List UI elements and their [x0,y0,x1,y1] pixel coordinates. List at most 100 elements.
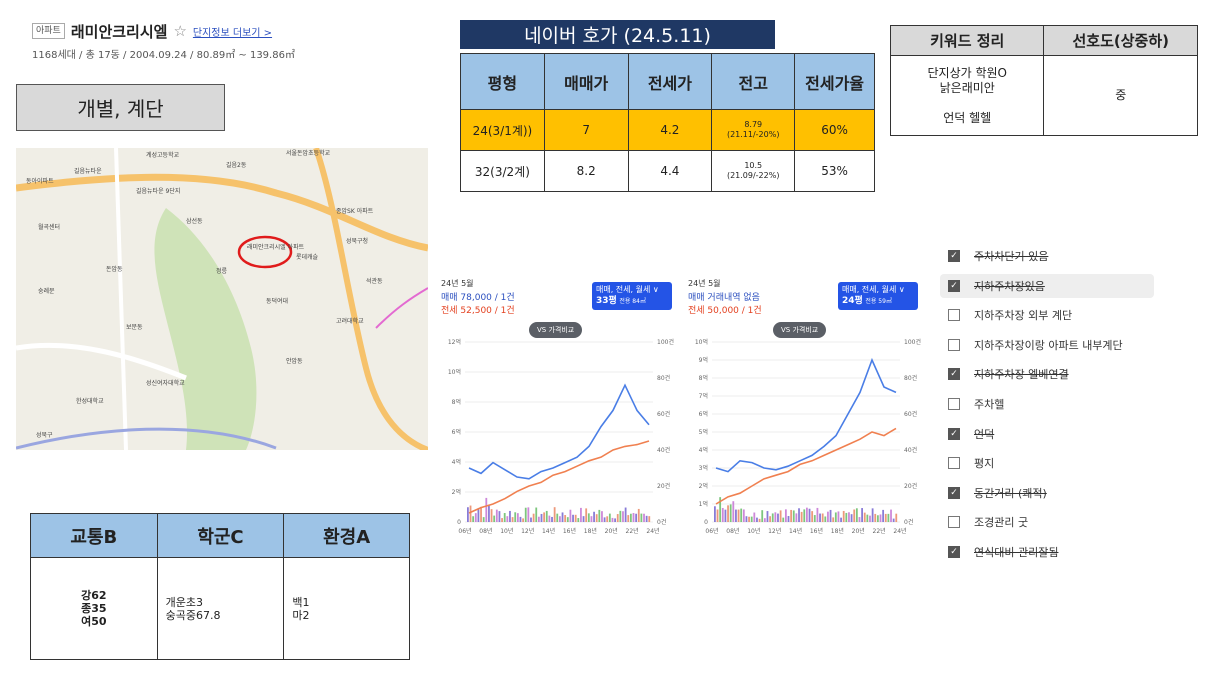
y-tick-label: 5억 [699,428,708,436]
map-place: 성북구 [36,432,53,439]
checklist-item[interactable]: ✓ 동간거리 (쾌적) [940,481,1154,505]
map-place: 롯데캐슬 [296,254,319,261]
map-place: 길음뉴타운 [74,168,102,175]
volume-bar [493,515,496,522]
checklist-item[interactable]: ✓ 지하주차장 엘베연결 [940,362,1154,386]
map-place: 서울돈암초등학교 [286,150,331,157]
checkbox-checked-icon[interactable]: ✓ [948,279,960,292]
col-header: 선호도(상중하) [1043,25,1198,56]
y2-tick-label: 0건 [904,518,913,526]
location-map[interactable]: 래미안크리시엘 아파트 계성고등학교 길음뉴타운 동아이파트 길음뉴타운 9단지… [16,148,428,450]
x-tick-label: 12년 [768,527,781,535]
checkbox-empty-icon[interactable] [948,457,960,470]
map-place: 월곡센터 [38,224,61,231]
checklist-item[interactable]: ✓ 연식대비 관리잘됨 [940,540,1154,564]
price-table: 평형 매매가 전세가 전고 전세가율 24(3/1계)) 7 4.2 8.79(… [460,53,875,192]
volume-bar [622,511,624,522]
volume-bar [827,511,829,522]
volume-bar [779,510,782,522]
cell-ratio: 60% [794,109,875,151]
volume-bar [863,512,866,522]
x-tick-label: 14년 [542,527,555,535]
volume-bar [832,517,835,522]
volume-bar [488,504,490,522]
price-chart-59[interactable]: 24년 5월 매매 거래내역 없음 전세 50,000 / 1건 매매, 전세,… [688,278,930,540]
checklist-item[interactable]: 평지 [940,451,1154,475]
checklist-item[interactable]: ✓ 언덕 [940,422,1154,446]
checkbox-checked-icon[interactable]: ✓ [948,250,960,262]
y2-tick-label: 80건 [904,374,917,382]
volume-bar [640,513,643,522]
volume-bar [892,518,895,522]
volume-bar [811,511,814,522]
checkbox-empty-icon[interactable] [948,516,960,529]
checklist-label: 평지 [974,457,995,471]
volume-bar [553,507,556,522]
col-header: 키워드 정리 [889,25,1045,56]
compare-button[interactable]: VS 가격비교 [773,322,827,338]
volume-bar [876,515,879,522]
volume-bar [490,509,493,522]
more-info-link[interactable]: 단지정보 더보기 > [192,27,273,39]
y2-tick-label: 0건 [657,518,666,526]
checkbox-empty-icon[interactable] [948,338,960,351]
checklist-item[interactable]: ✓ 지하주차장있음 [940,273,1154,298]
map-place: 길음뉴타운 9단지 [136,188,181,195]
checklist-label: 지하주차장있음 [974,279,1045,293]
cell-type: 32(3/2계) [460,150,545,192]
volume-bar [895,513,898,522]
checklist-item[interactable]: ✓ 주차차단기 있음 [940,244,1154,268]
map-marker-label[interactable]: 래미안크리시엘 아파트 [247,244,305,251]
volume-bar [624,507,627,522]
y2-tick-label: 40건 [904,446,917,454]
volume-bar [719,497,722,522]
trade-type-selector[interactable]: 매매, 전세, 월세 ∨ 33평 전용 84㎡ [592,282,672,310]
volume-bar [535,507,538,522]
chart-sale-summary: 매매 78,000 / 1건 [441,293,515,303]
volume-bar [829,509,832,522]
high-value: 8.79 [744,120,763,129]
volume-bar [882,509,885,522]
volume-bar [855,508,858,522]
y2-tick-label: 80건 [657,374,670,382]
checklist-item[interactable]: 주차헬 [940,392,1154,416]
volume-bar [784,509,787,522]
star-icon[interactable]: ☆ [173,22,187,40]
y-tick-label: 8억 [452,398,461,406]
checkbox-checked-icon[interactable]: ✓ [948,368,960,381]
checkbox-empty-icon[interactable] [948,398,960,410]
volume-bar [501,518,503,522]
y-tick-label: 9억 [699,356,708,364]
checklist-item[interactable]: 지하주차장이랑 아파트 내부계단 [940,333,1154,357]
volume-bar [761,510,764,522]
checkbox-checked-icon[interactable]: ✓ [948,427,960,440]
volume-bar [603,517,606,522]
volume-bar [758,518,761,522]
map-place: 돈암동 [106,266,123,273]
volume-bar [769,516,771,522]
y-tick-label: 8억 [699,374,708,382]
map-place: 동덕여대 [266,298,289,305]
checkbox-empty-icon[interactable] [948,309,960,322]
volume-bar [771,513,774,522]
volume-bar [537,516,540,522]
sale-price-line [715,357,897,473]
volume-bar [587,513,590,522]
volume-bar [608,513,611,522]
transport-cell: 강62 종35 여50 [30,557,158,660]
checkbox-checked-icon[interactable]: ✓ [948,546,960,558]
checklist-label: 조경관리 굿 [974,516,1029,530]
checklist-item[interactable]: 조경관리 굿 [940,510,1154,534]
volume-bar [800,511,803,522]
y-tick-label: 0 [457,519,461,526]
volume-bar [530,517,532,522]
y-tick-label: 2억 [699,482,708,490]
x-tick-label: 08년 [479,527,492,535]
checklist-item[interactable]: 지하주차장 외부 계단 [940,303,1154,327]
compare-button[interactable]: VS 가격비교 [529,322,583,338]
checkbox-checked-icon[interactable]: ✓ [948,486,960,499]
trade-type-selector[interactable]: 매매, 전세, 월세 ∨ 24평 전용 59㎡ [838,282,918,310]
preference-cell: 중 [1043,55,1198,136]
price-chart-84[interactable]: 24년 5월 매매 78,000 / 1건 전세 52,500 / 1건 매매,… [441,278,683,540]
volume-bar [798,508,800,522]
